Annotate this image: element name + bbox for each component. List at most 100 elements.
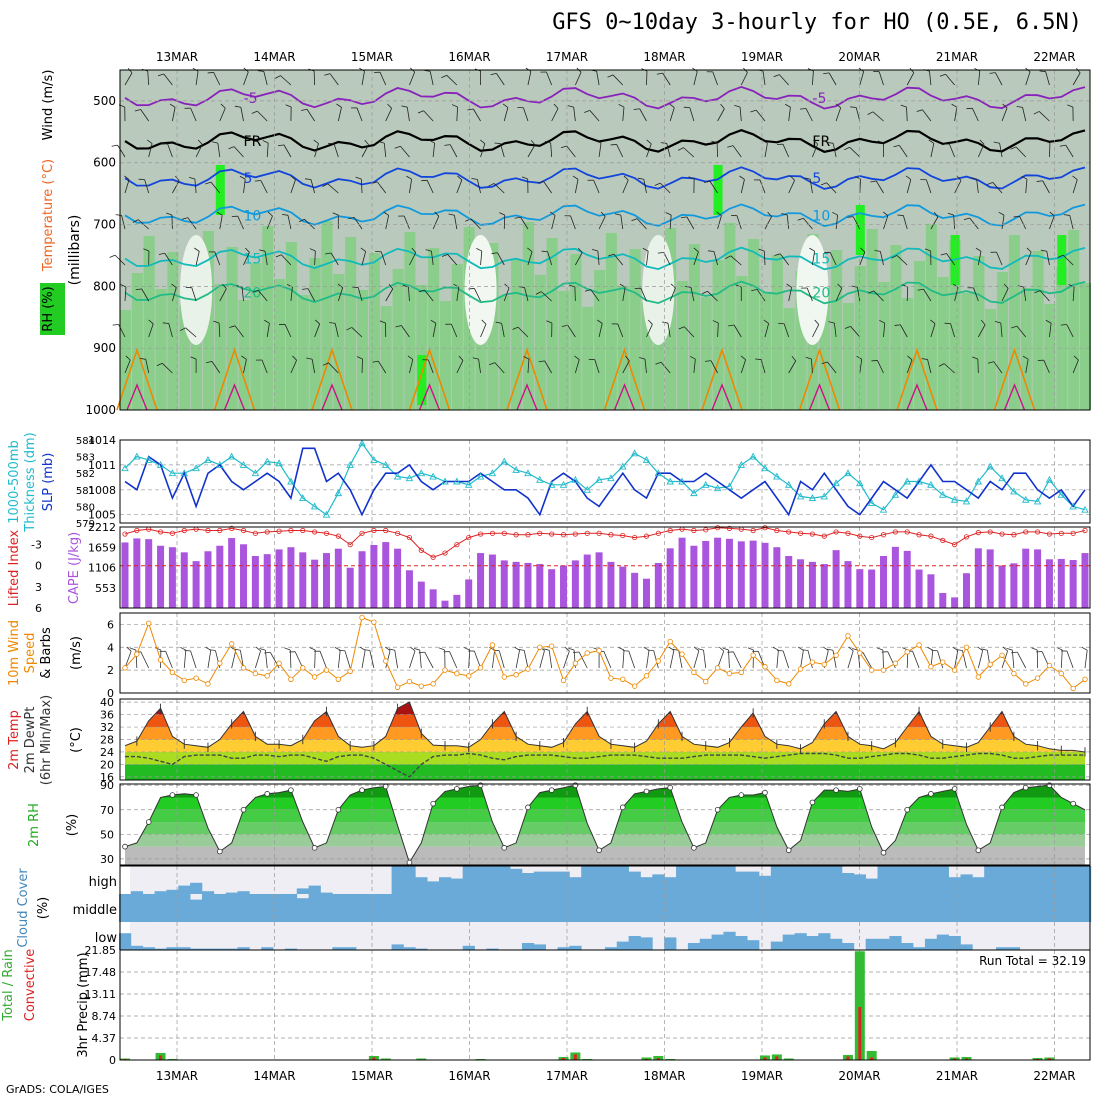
wind-barb-flag — [924, 248, 931, 252]
lifted-index-point — [501, 530, 507, 536]
lifted-index-point — [833, 529, 839, 535]
lifted-index-point — [288, 527, 294, 534]
wind-barb — [195, 71, 199, 86]
wind-barb-flag — [267, 211, 273, 217]
wind-barb-flag — [569, 284, 576, 288]
wind-barb — [1043, 360, 1050, 374]
rh-band — [125, 846, 1085, 865]
wind-barb-flag — [870, 180, 877, 183]
wind-barb — [693, 251, 699, 266]
boundary-layer-isotherm — [896, 347, 938, 411]
wind-barb-flag — [194, 247, 200, 252]
cloud-cover-cell — [960, 894, 973, 922]
wind-barb — [593, 179, 600, 194]
wind-barb-flag — [927, 646, 933, 651]
slp-tick-label: 1014 — [88, 434, 116, 447]
date-label-top: 19MAR — [741, 50, 783, 64]
wind-barb-flag — [856, 355, 862, 360]
wind-barb-flag — [835, 103, 841, 109]
cape-bar — [405, 570, 413, 608]
cloud-cover-cell — [996, 866, 1009, 894]
precip-convective-label: Convective — [23, 949, 38, 1022]
lifted-index-point — [1058, 530, 1064, 536]
wind-barb — [1072, 287, 1075, 302]
cloud-cover-cell — [521, 943, 535, 950]
wind-barb-flag — [162, 322, 169, 324]
cloud-cover-cell — [249, 894, 262, 922]
wind-barb — [523, 107, 529, 122]
cape-tick-label: 1106 — [88, 562, 116, 575]
wind-barb — [233, 146, 244, 158]
wind-barb — [385, 288, 394, 302]
wind-barb — [314, 250, 316, 266]
precip-axis-label: 3hr Precip (mm) — [76, 952, 91, 1057]
wind-barb — [644, 359, 647, 374]
cape-bar — [619, 566, 627, 608]
rh-moist-cell — [866, 229, 878, 410]
cloud-cover-cell — [747, 871, 760, 894]
lifted-index-point — [430, 554, 436, 560]
lifted-index-line — [124, 527, 1086, 558]
wind-barb — [922, 109, 932, 122]
thickness-point — [998, 474, 1006, 482]
wind-barb — [827, 361, 837, 374]
wind-barb — [164, 253, 173, 266]
wind-speed-point — [477, 665, 484, 671]
date-label-top: 22MAR — [1033, 50, 1075, 64]
rh-moist-cell — [854, 266, 866, 410]
date-label-bottom: 22MAR — [1033, 1069, 1075, 1083]
cloud-cover-cell — [984, 894, 997, 922]
wind-barb-flag — [882, 211, 889, 216]
lifted-index-point — [276, 528, 282, 534]
wind-barb-flag — [979, 139, 985, 145]
rh-moist-cell — [582, 307, 594, 410]
wind-barb — [646, 143, 652, 158]
wind-barb — [969, 217, 979, 230]
wind-barb — [977, 71, 981, 86]
cloud-cover-cell — [901, 943, 914, 950]
cloud-cover-cell — [344, 894, 357, 922]
wind-barb-flag — [220, 103, 226, 109]
thickness-point — [488, 469, 497, 477]
wind-barb-flag — [821, 361, 828, 365]
wind-barb-flag — [292, 355, 297, 361]
isotherm-label: 5 — [812, 171, 821, 187]
temp-axis-label-3: (6hr Min/Max) — [39, 695, 54, 785]
wind-barb — [124, 650, 132, 669]
cape-bar — [311, 559, 319, 608]
cloud-cover-cell — [569, 945, 582, 950]
lifted-index-point — [608, 532, 614, 538]
cloud-cover-cell — [569, 894, 582, 922]
cloud-cover-cell — [521, 873, 535, 894]
wind-speed-point — [418, 683, 424, 689]
wind-barb-flag — [720, 103, 725, 110]
wind-barb — [234, 325, 244, 338]
wind-barb-flag — [684, 285, 692, 288]
cloud-cover-cell — [533, 894, 547, 922]
wind-barb — [683, 147, 695, 158]
wind-barb-flag — [514, 216, 521, 219]
boundary-layer-isotherm — [993, 347, 1036, 411]
wind-barb — [284, 324, 292, 338]
lifted-index-point — [845, 530, 851, 536]
rh-moist-cell — [831, 250, 843, 410]
precip-convective-bar — [846, 1056, 850, 1060]
lifted-index-point — [359, 530, 365, 536]
rh-tick-label: 50 — [100, 828, 114, 841]
wind-barb — [121, 215, 126, 230]
wind-speed-point — [904, 649, 910, 655]
lifted-index-point — [122, 531, 128, 537]
rh-moist-cell — [487, 243, 499, 410]
thickness-point — [464, 480, 473, 488]
cape-bar — [287, 547, 295, 608]
wind-barb — [314, 323, 321, 338]
wind-barb — [376, 181, 387, 194]
cape-bar — [702, 540, 710, 608]
wind-speed-point — [1058, 670, 1064, 677]
wind-barb-flag — [388, 648, 395, 651]
cape-bar — [1010, 563, 1018, 608]
wind-barb — [590, 289, 600, 302]
cloud-cover-cell — [1079, 866, 1092, 894]
cloud-row-label-middle: middle — [73, 903, 117, 918]
wind-speed-point — [513, 672, 519, 678]
